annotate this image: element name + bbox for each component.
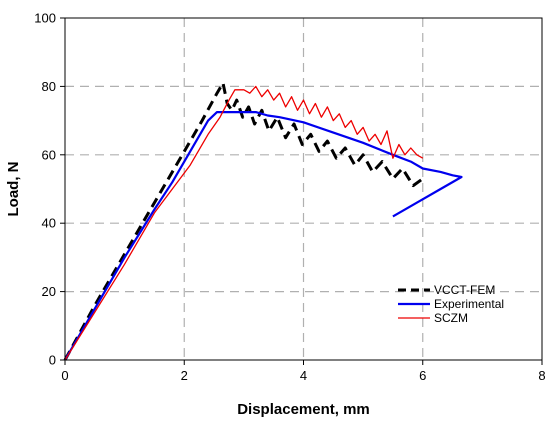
x-tick-label-0: 0 bbox=[61, 368, 68, 383]
y-tick-label-60: 60 bbox=[42, 147, 56, 162]
x-tick-label-4: 4 bbox=[300, 368, 307, 383]
x-axis-title: Displacement, mm bbox=[237, 401, 370, 418]
x-tick-label-8: 8 bbox=[538, 368, 545, 383]
legend-label-experimental: Experimental bbox=[434, 297, 504, 311]
grid-layer bbox=[65, 18, 542, 360]
y-tick-label-80: 80 bbox=[42, 79, 56, 94]
y-tick-label-0: 0 bbox=[49, 353, 56, 368]
legend-label-vcct: VCCT-FEM bbox=[434, 283, 495, 297]
y-tick-label-20: 20 bbox=[42, 284, 56, 299]
series-line-sczm bbox=[64, 85, 424, 361]
legend-entry-experimental: Experimental bbox=[398, 297, 504, 311]
y-tick-label-40: 40 bbox=[42, 216, 56, 231]
legend-entry-vcct: VCCT-FEM bbox=[398, 283, 495, 297]
x-tick-label-6: 6 bbox=[419, 368, 426, 383]
series-line-vcct bbox=[63, 81, 424, 361]
legend-label-sczm: SCZM bbox=[434, 311, 468, 325]
y-tick-label-100: 100 bbox=[34, 11, 56, 26]
legend-entry-sczm: SCZM bbox=[398, 311, 468, 325]
legend: VCCT-FEM Experimental SCZM bbox=[398, 283, 504, 325]
x-tick-label-2: 2 bbox=[181, 368, 188, 383]
series-line-experimental bbox=[64, 110, 463, 361]
y-axis-title: Load, N bbox=[5, 162, 22, 217]
series-layer bbox=[63, 81, 463, 361]
